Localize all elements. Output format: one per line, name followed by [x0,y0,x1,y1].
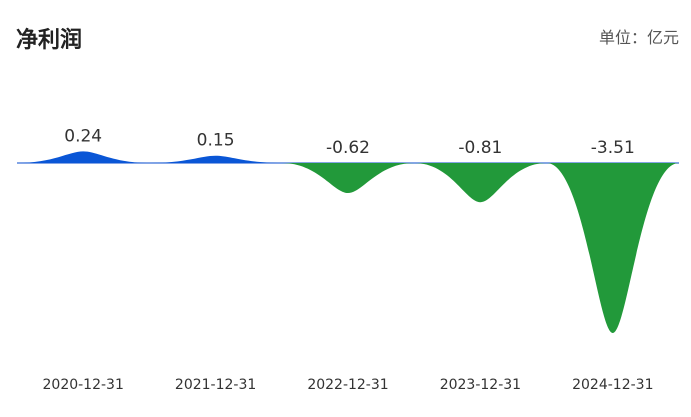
value-label: -0.62 [326,138,370,158]
value-label: -0.81 [458,138,502,158]
net-profit-spike[interactable] [17,151,150,163]
unit-label: 单位：亿元 [598,28,679,47]
x-tick-label: 2023-12-31 [440,377,521,393]
value-label: -3.51 [591,138,635,158]
x-tick-label: 2022-12-31 [307,377,388,393]
x-tick-label: 2021-12-31 [175,377,256,393]
net-profit-spike[interactable] [414,163,547,203]
net-profit-spike[interactable] [149,155,282,163]
x-tick-label: 2020-12-31 [43,377,124,393]
net-profit-spike[interactable] [546,163,679,333]
net-profit-spike[interactable] [281,163,415,194]
value-label: 0.15 [197,131,235,151]
chart-title: 净利润 [16,28,83,53]
value-label: 0.24 [64,126,102,146]
x-tick-label: 2024-12-31 [572,377,653,393]
